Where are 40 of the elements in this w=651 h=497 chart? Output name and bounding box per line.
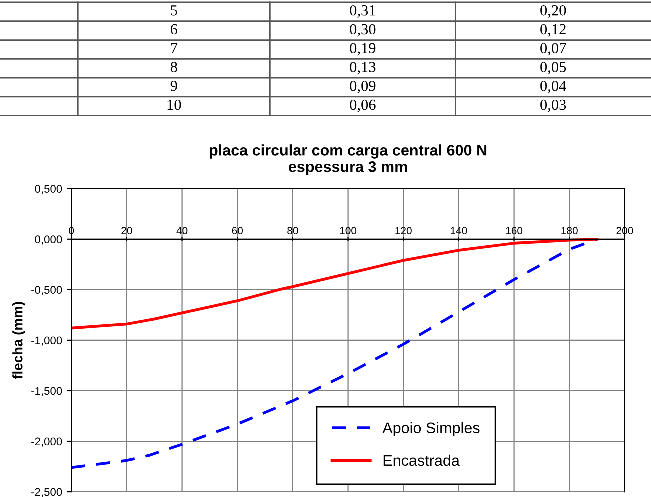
text: 0,19 bbox=[350, 43, 376, 56]
x-tick-label: 100 bbox=[340, 227, 357, 235]
y-tick-label: -2,000 bbox=[32, 438, 62, 447]
y-tick-label: -2,500 bbox=[32, 488, 62, 497]
text: 0,03 bbox=[540, 100, 566, 112]
text: 9 bbox=[170, 81, 178, 92]
text: 10 bbox=[168, 100, 182, 110]
y-tick-label: -1,500 bbox=[32, 387, 62, 396]
text: 7 bbox=[171, 43, 178, 54]
x-tick-label: 20 bbox=[122, 227, 132, 235]
line-series bbox=[72, 238, 599, 470]
text: 0,05 bbox=[540, 62, 566, 75]
x-tick-label: 160 bbox=[506, 227, 523, 235]
text: 0,07 bbox=[540, 43, 566, 56]
x-tick-label: 80 bbox=[288, 227, 298, 235]
text: 5 bbox=[171, 6, 178, 16]
x-tick-label: 40 bbox=[176, 227, 188, 235]
y-tick-label: 0,500 bbox=[35, 185, 62, 194]
text: 0,09 bbox=[350, 80, 376, 94]
legend-label: Encastrada bbox=[384, 454, 460, 466]
y-axis-title: flecha (mm) bbox=[12, 302, 26, 380]
text: 0,06 bbox=[350, 100, 376, 112]
legend-label: Apoio Simples bbox=[382, 422, 480, 437]
text: 0,20 bbox=[540, 5, 566, 18]
text: 8 bbox=[170, 62, 178, 72]
line-series bbox=[72, 238, 599, 330]
x-tick-label: 140 bbox=[451, 227, 468, 235]
x-tick-label: 180 bbox=[562, 227, 578, 235]
y-tick-label: -0,500 bbox=[32, 286, 62, 296]
y-tick-label: -1,000 bbox=[32, 336, 62, 346]
text: 0,12 bbox=[540, 24, 566, 37]
text: 0,31 bbox=[350, 5, 376, 18]
text: 0,30 bbox=[350, 24, 376, 37]
x-tick-label: 120 bbox=[396, 227, 412, 235]
x-tick-label: 60 bbox=[232, 227, 243, 235]
text: 6 bbox=[170, 24, 178, 35]
chart-title: placa circular com carga central 600 N espessura 3 mm bbox=[210, 144, 487, 176]
y-tick-label: 0,000 bbox=[35, 236, 62, 245]
text: 0,04 bbox=[540, 80, 566, 94]
text: 0,13 bbox=[350, 62, 376, 75]
